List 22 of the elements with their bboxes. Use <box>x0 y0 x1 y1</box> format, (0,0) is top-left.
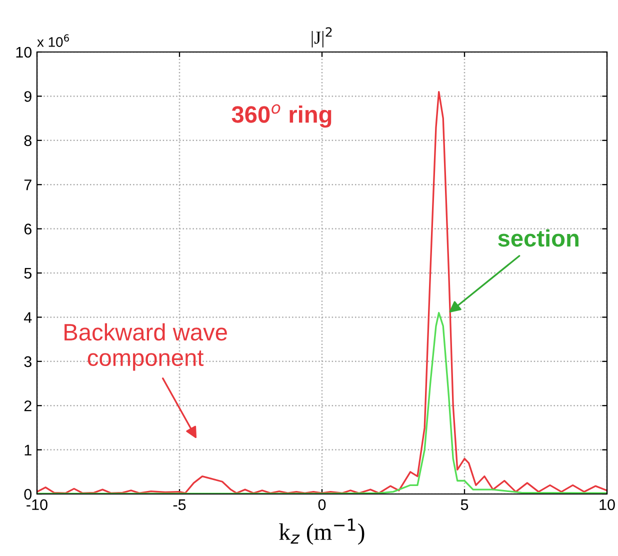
y-tick-label: 2 <box>24 400 32 412</box>
y-tick-label: 0 <box>24 488 32 500</box>
x-tick-label: -5 <box>173 499 186 510</box>
y-tick-label: 8 <box>24 135 32 146</box>
x-tick-label: 0 <box>318 499 326 510</box>
annotation: Backward wave component <box>64 323 227 371</box>
x-tick-label: 10 <box>600 499 615 510</box>
chart-title: |J|$^{2}$ <box>312 27 332 48</box>
y-tick-label: 10 <box>16 46 32 58</box>
y-tick-label: 6 <box>24 224 32 234</box>
y-tick-label: 7 <box>24 180 32 190</box>
x-tick-label: 5 <box>460 499 468 510</box>
y-tick-label: 4 <box>24 312 32 323</box>
text: section <box>498 229 578 247</box>
y-tick-label: 3 <box>24 356 32 368</box>
x-tick-label: -10 <box>26 499 48 510</box>
text: x 10$^{6}$ <box>37 34 69 47</box>
text: 360$^{o}$ ring <box>232 104 332 128</box>
y-tick-label: 5 <box>24 268 32 279</box>
y-tick-label: 9 <box>24 91 32 102</box>
x-axis-title: k$_{z}$ (m$^{−1}$) <box>279 518 364 545</box>
y-tick-label: 1 <box>24 444 32 456</box>
